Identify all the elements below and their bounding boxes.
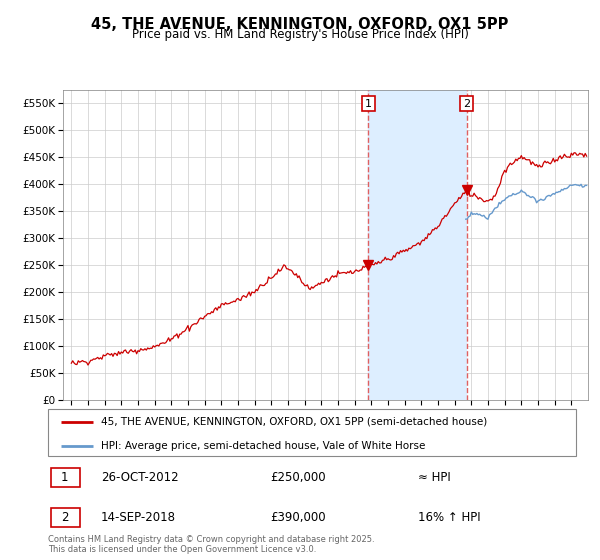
Text: 2: 2 [463, 99, 470, 109]
Text: £250,000: £250,000 [270, 471, 325, 484]
Text: ≈ HPI: ≈ HPI [418, 471, 451, 484]
Text: £390,000: £390,000 [270, 511, 325, 524]
FancyBboxPatch shape [50, 468, 80, 487]
FancyBboxPatch shape [48, 409, 576, 456]
Text: Contains HM Land Registry data © Crown copyright and database right 2025.
This d: Contains HM Land Registry data © Crown c… [48, 535, 374, 554]
Text: HPI: Average price, semi-detached house, Vale of White Horse: HPI: Average price, semi-detached house,… [101, 441, 425, 451]
Text: 16% ↑ HPI: 16% ↑ HPI [418, 511, 480, 524]
Text: 45, THE AVENUE, KENNINGTON, OXFORD, OX1 5PP: 45, THE AVENUE, KENNINGTON, OXFORD, OX1 … [91, 17, 509, 32]
Text: 45, THE AVENUE, KENNINGTON, OXFORD, OX1 5PP (semi-detached house): 45, THE AVENUE, KENNINGTON, OXFORD, OX1 … [101, 417, 487, 427]
Text: 14-SEP-2018: 14-SEP-2018 [101, 511, 176, 524]
FancyBboxPatch shape [50, 508, 80, 528]
Text: 1: 1 [61, 471, 68, 484]
Text: 2: 2 [61, 511, 68, 524]
Text: 26-OCT-2012: 26-OCT-2012 [101, 471, 178, 484]
Bar [368, 90, 466, 400]
Text: Price paid vs. HM Land Registry's House Price Index (HPI): Price paid vs. HM Land Registry's House … [131, 28, 469, 41]
Text: 1: 1 [365, 99, 372, 109]
